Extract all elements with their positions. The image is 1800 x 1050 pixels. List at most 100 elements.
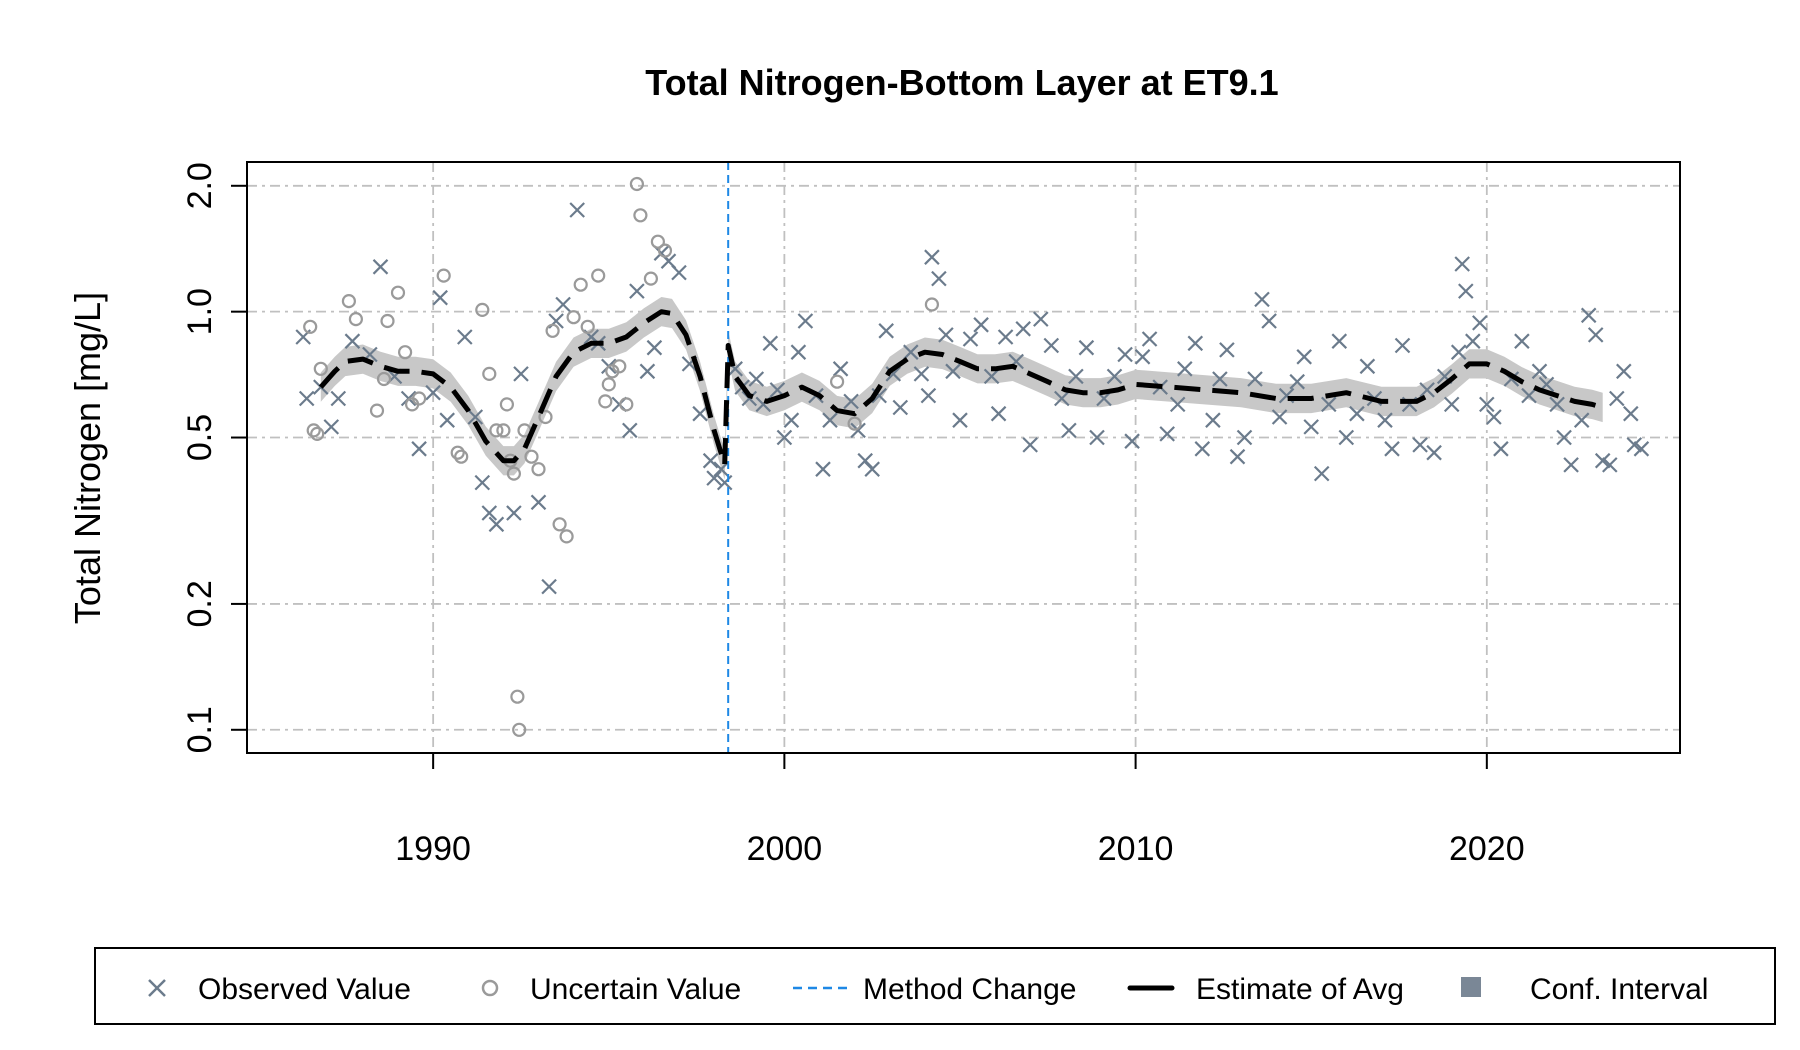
observed-point-stroke (864, 461, 880, 477)
observed-point-stroke (298, 390, 315, 407)
observed-point-stroke (762, 335, 779, 352)
legend-label-method-change: Method Change (863, 973, 1077, 1006)
observed-point-stroke (783, 412, 800, 428)
observed-point (1338, 429, 1355, 446)
observed-point (506, 505, 522, 521)
uncertain-point (436, 268, 451, 283)
observed-point-stroke (1022, 437, 1038, 453)
observed-point (1187, 335, 1204, 352)
conf-interval-band (320, 297, 1603, 480)
observed-point (671, 264, 687, 281)
observed-point-stroke (541, 578, 557, 595)
observed-point (555, 296, 571, 313)
y-tick-label: 1.0 (181, 288, 219, 335)
observed-point-stroke (1609, 390, 1625, 407)
observed-point-stroke (530, 494, 547, 511)
observed-point-stroke (372, 259, 389, 275)
observed-point (569, 202, 585, 218)
observed-point-stroke (1338, 429, 1355, 446)
observed-point (1236, 429, 1253, 446)
legend-item-method-change: Method Change (793, 973, 1077, 1006)
observed-point-stroke (997, 329, 1014, 345)
observed-point-stroke (713, 461, 729, 477)
conf-interval-area (320, 297, 1603, 480)
uncertain-point (559, 529, 574, 544)
observed-point (1254, 291, 1270, 308)
uncertain-point (619, 397, 634, 412)
uncertain-point (573, 277, 588, 292)
observed-point (622, 422, 638, 439)
observed-point (892, 399, 909, 416)
observed-point (1271, 409, 1288, 425)
observed-point-stroke (1443, 396, 1460, 413)
uncertain-point (310, 426, 325, 441)
uncertain-point (313, 361, 328, 376)
observed-point (530, 494, 547, 511)
observed-point (1303, 419, 1319, 435)
observed-point (878, 323, 894, 339)
observed-point-stroke (622, 422, 638, 439)
observed-point-stroke (474, 474, 491, 491)
observed-point-stroke (513, 366, 529, 382)
observed-point (1177, 361, 1193, 377)
observed-point-stroke (653, 245, 670, 261)
observed-point (1247, 371, 1263, 387)
observed-point (762, 335, 779, 352)
observed-point (1117, 346, 1133, 363)
observed-point-stroke (776, 429, 793, 446)
observed-point-stroke (857, 452, 873, 469)
observed-point-stroke (457, 329, 473, 345)
observed-point-stroke (1247, 371, 1263, 387)
observed-point (1384, 441, 1400, 457)
observed-point-stroke (671, 264, 687, 281)
observed-point (713, 461, 729, 477)
observed-point (706, 470, 722, 486)
observed-point (1443, 396, 1460, 413)
uncertain-point (306, 423, 321, 438)
observed-point (1349, 405, 1365, 422)
observed-point-stroke (660, 253, 677, 269)
observed-point (1321, 396, 1337, 413)
observed-point-stroke (1212, 371, 1228, 387)
observed-point-stroke (1454, 256, 1470, 272)
observed-point-stroke (1229, 448, 1246, 465)
observed-point (903, 344, 919, 360)
observed-point-stroke (1106, 368, 1123, 385)
observed-point-stroke (850, 422, 866, 439)
observed-point-stroke (1043, 337, 1060, 354)
observed-point (1394, 337, 1411, 354)
uncertain-point (566, 310, 581, 325)
observed-point (864, 461, 880, 477)
uncertain-point (450, 445, 465, 460)
observed-point (702, 452, 719, 469)
observed-point-stroke (1426, 444, 1442, 461)
observed-point (931, 270, 947, 287)
observed-point (822, 412, 838, 428)
observed-point (1521, 387, 1537, 404)
uncertain-point (847, 416, 862, 431)
observed-point-stroke (822, 412, 838, 428)
observed-point-stroke (432, 289, 448, 306)
observed-point (1426, 444, 1442, 461)
observed-point-stroke (639, 363, 656, 380)
observed-point-stroke (1436, 368, 1453, 385)
uncertain-point (552, 517, 567, 532)
observed-point-stroke (425, 384, 441, 401)
uncertain-point (506, 466, 522, 481)
uncertain-point (380, 313, 395, 329)
observed-point (783, 412, 800, 428)
observed-point (1033, 311, 1049, 327)
observed-point (1573, 412, 1590, 428)
observed-point (1289, 373, 1305, 390)
observed-point-stroke (885, 366, 902, 382)
uncertain-point (643, 271, 659, 286)
observed-point (983, 368, 1000, 385)
observed-point (692, 405, 708, 422)
uncertain-point (629, 176, 645, 192)
observed-point (945, 363, 961, 380)
observed-point (1205, 412, 1221, 428)
observed-point (920, 387, 937, 404)
observed-point-stroke (1313, 465, 1330, 482)
observed-point-stroke (1521, 387, 1537, 404)
